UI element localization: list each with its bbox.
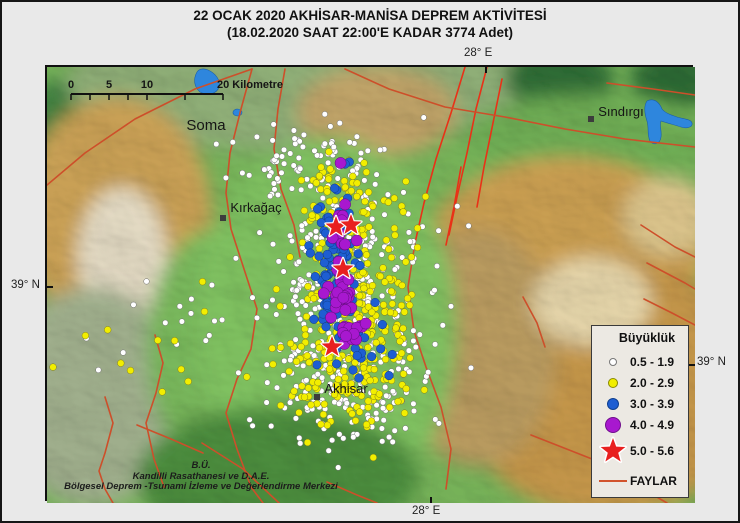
- longitude-label-top: 28° E: [464, 47, 493, 59]
- fault-line: [98, 396, 114, 503]
- fault-line: [273, 68, 301, 258]
- border-ticks: [47, 67, 695, 503]
- legend-circle-icon: [596, 397, 630, 410]
- star-icon: [596, 435, 630, 467]
- attribution-line-1: B.Ü.: [191, 460, 211, 471]
- legend-circle-icon: [596, 377, 630, 388]
- fault-line: [414, 67, 466, 244]
- legend-item-label: 5.0 - 5.6: [630, 444, 675, 458]
- attribution-line-2: Kandilli Rasathanesi ve D.A.E.: [132, 470, 270, 482]
- fault-line: [646, 262, 695, 290]
- fault-line: [606, 82, 695, 96]
- scalebar-label: 5: [106, 79, 112, 91]
- place-marker-akhisar: [314, 394, 320, 400]
- attribution: B.Ü. Kandilli Rasathanesi ve D.A.E. Bölg…: [55, 460, 347, 493]
- scalebar-label: 10: [141, 79, 153, 91]
- fault-line: [47, 68, 253, 186]
- legend-circle-icon: [596, 416, 630, 433]
- fault-line: [136, 424, 204, 454]
- quake-stars-layer: [320, 212, 363, 358]
- legend-item: 3.0 - 3.9: [596, 393, 684, 414]
- place-label-kirkagac: Kırkağaç: [230, 200, 282, 215]
- fault-line: [344, 68, 695, 148]
- map-canvas: 0 5 10 20 Kilometre Soma Kırkağaç Akhisar Sınd…: [47, 67, 695, 503]
- relief-map: 0 5 10 20 Kilometre Soma Kırkağaç Akhisar Sınd…: [45, 65, 695, 503]
- place-labels-layer: Soma Kırkağaç Akhisar Sındırgı: [186, 104, 644, 400]
- latitude-label-left: 39° N: [11, 279, 40, 291]
- legend-item-label: 2.0 - 2.9: [630, 375, 675, 390]
- place-label-soma: Soma: [186, 117, 226, 134]
- lake: [644, 99, 693, 145]
- legend-item-label: FAYLAR: [630, 474, 677, 488]
- legend-rows: 0.5 - 1.9 2.0 - 2.9 3.0 - 3.9 4.0 - 4.9 5.0 …: [596, 351, 684, 493]
- fault-line: [522, 296, 546, 348]
- figure-title: 22 OCAK 2020 AKHİSAR-MANİSA DEPREM AKTİV…: [2, 7, 738, 41]
- title-line-2: (18.02.2020 SAAT 22:00'E KADAR 3774 Adet…: [226, 25, 514, 40]
- magnitude-legend: Büyüklük 0.5 - 1.9 2.0 - 2.9 3.0 - 3.9 4.0 …: [591, 325, 689, 498]
- legend-item-label: 4.0 - 4.9: [630, 417, 675, 432]
- latitude-label-right: 39° N: [697, 356, 726, 368]
- legend-item-label: 0.5 - 1.9: [630, 354, 675, 369]
- scalebar: 0 5 10 20 Kilometre: [68, 79, 283, 100]
- place-label-sindirgi: Sındırgı: [598, 104, 644, 119]
- legend-item-faults: FAYLAR: [596, 469, 684, 493]
- fault-line: [145, 334, 165, 488]
- terrain-layer: [47, 67, 695, 503]
- legend-item-star: 5.0 - 5.6: [596, 435, 684, 467]
- place-marker-sindirgi: [588, 116, 594, 122]
- scalebar-label: 20 Kilometre: [217, 79, 283, 91]
- fault-line: [448, 67, 488, 236]
- longitude-label-bottom: 28° E: [412, 505, 441, 517]
- legend-circle-icon: [596, 357, 630, 366]
- fault-line-icon: [596, 480, 630, 482]
- legend-item-label: 3.0 - 3.9: [630, 396, 675, 411]
- fault-line: [201, 442, 280, 503]
- fault-line: [476, 78, 503, 208]
- epicenter-star: [331, 256, 355, 280]
- quake-dots-layer: [49, 111, 475, 471]
- fault-line: [640, 224, 695, 258]
- epicenter-star: [320, 334, 344, 358]
- legend-title: Büyüklük: [618, 331, 676, 345]
- fault-line: [407, 242, 452, 490]
- scalebar-label: 0: [68, 79, 74, 91]
- epicenter-star: [339, 212, 363, 236]
- legend-item: 2.0 - 2.9: [596, 372, 684, 393]
- fault-line: [326, 481, 378, 503]
- fault-line: [225, 68, 264, 503]
- place-label-akhisar: Akhisar: [324, 381, 368, 396]
- title-line-1: 22 OCAK 2020 AKHİSAR-MANİSA DEPREM AKTİV…: [193, 8, 547, 23]
- legend-item: 0.5 - 1.9: [596, 351, 684, 372]
- legend-item: 4.0 - 4.9: [596, 414, 684, 435]
- place-marker-kirkagac: [220, 215, 226, 221]
- attribution-line-3: Bölgesel Deprem -Tsunami İzleme ve Değer…: [64, 481, 338, 492]
- fault-line: [445, 166, 462, 246]
- fault-line: [643, 298, 695, 326]
